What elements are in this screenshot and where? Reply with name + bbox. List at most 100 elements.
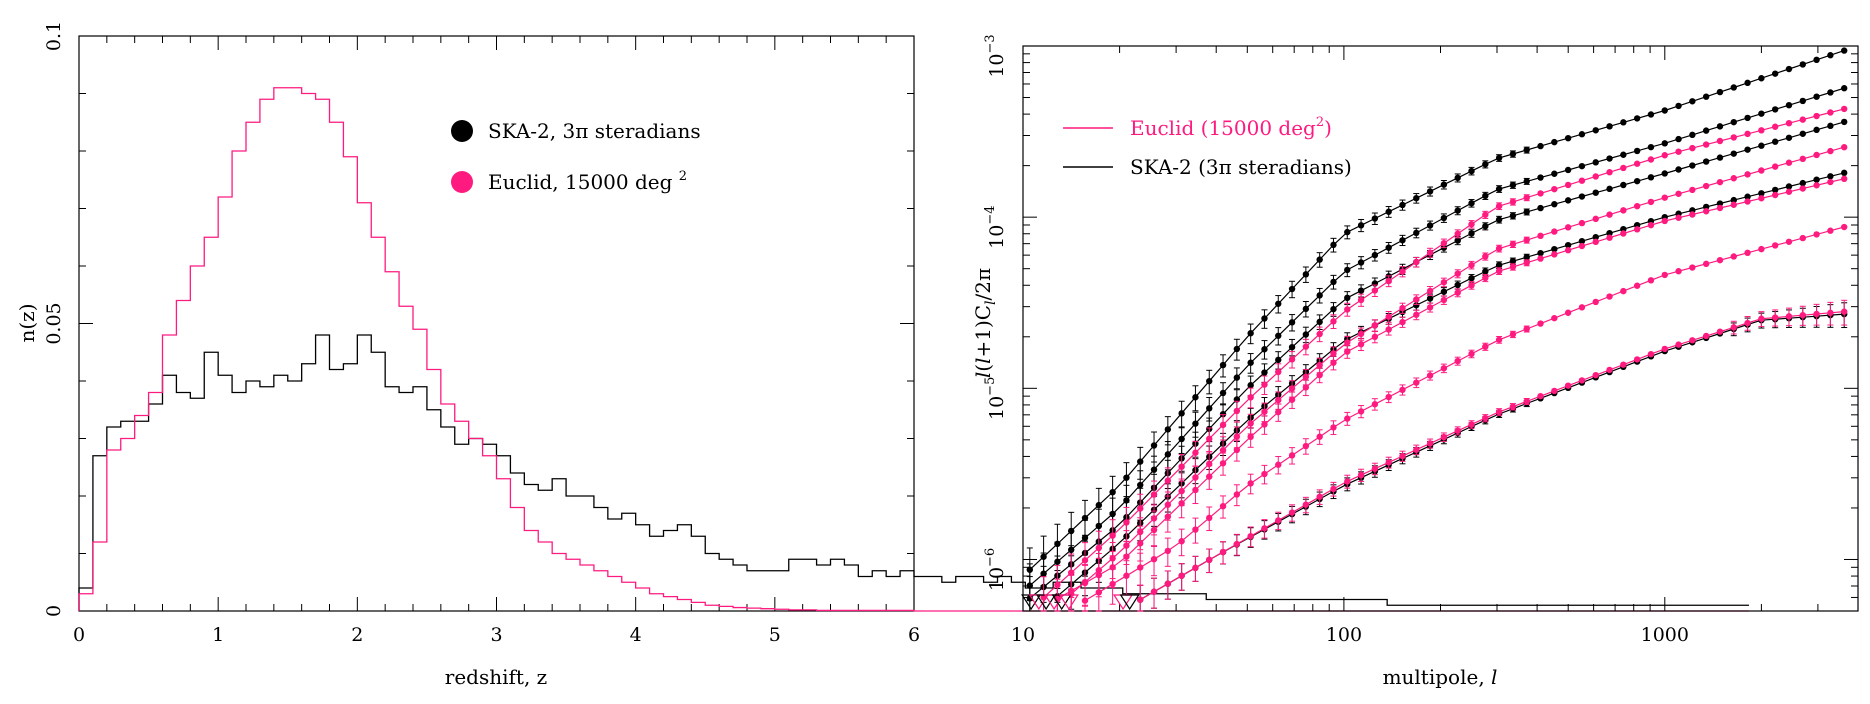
euclid-data-point [1620, 230, 1627, 237]
euclid-data-point [1192, 449, 1199, 456]
left-y-tick-label: 0 [43, 605, 65, 617]
euclid-data-point [1482, 274, 1489, 282]
ska-data-point [1730, 84, 1737, 91]
euclid-data-point [1730, 175, 1737, 182]
euclid-data-point [1357, 471, 1365, 479]
ska-data-point [1247, 382, 1254, 389]
euclid-data-point [1702, 332, 1710, 340]
euclid-data-point [1606, 169, 1613, 176]
euclid-data-point [1247, 394, 1254, 401]
euclid-data-point [1275, 368, 1282, 376]
ska-data-point [1758, 142, 1765, 149]
ska-data-point [1592, 233, 1599, 241]
euclid-data-point [1288, 356, 1296, 363]
right-y-tick-label: 10−3 [983, 34, 1008, 77]
euclid-data-point [1744, 171, 1751, 178]
euclid-data-point [1413, 446, 1420, 453]
euclid-data-point [1716, 137, 1724, 145]
euclid-data-point [1399, 452, 1406, 460]
euclid-data-point [1344, 478, 1351, 485]
right-x-tick-label: 1000 [1641, 624, 1689, 646]
euclid-data-point [1371, 287, 1379, 294]
euclid-data-point [1150, 491, 1158, 498]
euclid-data-point [1344, 306, 1351, 313]
ska-data-point [1371, 215, 1379, 222]
left-x-axis-label: redshift, z [445, 665, 547, 689]
right-y-tick-exp: −6 [983, 548, 998, 567]
euclid-data-point [1413, 296, 1420, 303]
euclid-data-point [1275, 517, 1282, 524]
right-y-tick-label: 10−4 [983, 205, 1008, 248]
upper-limit-triangle [1112, 594, 1134, 611]
ska-data-point [1551, 201, 1558, 208]
legend-euclid-sup: 2 [679, 169, 687, 184]
euclid-data-point [1758, 167, 1765, 174]
ska-data-point [1840, 85, 1848, 92]
right-y-tick-base: 10 [986, 567, 1008, 591]
euclid-data-point [1578, 377, 1586, 384]
ylabel-ell-2: l [971, 358, 995, 364]
euclid-data-point [1578, 304, 1586, 311]
euclid-data-point [1744, 198, 1751, 205]
ska-data-point [1399, 201, 1406, 209]
ska-data-point [1454, 174, 1461, 182]
ska-data-point [1344, 228, 1351, 236]
ska-data-point [1758, 190, 1765, 197]
ska-data-point [1620, 119, 1627, 126]
ska-data-point [1385, 244, 1392, 251]
euclid-data-point [1785, 313, 1793, 320]
euclid-data-point [1730, 134, 1737, 141]
euclid-data-point [1192, 564, 1199, 572]
euclid-data-point [1206, 514, 1213, 522]
ska-data-point [1440, 214, 1448, 222]
euclid-data-point [1827, 178, 1834, 186]
euclid-data-point [1137, 564, 1144, 571]
right-y-tick-labels: 10−610−510−410−3 [983, 34, 1008, 591]
euclid-data-point [1399, 386, 1406, 394]
euclid-data-point [1137, 540, 1144, 547]
ska-data-point [1150, 442, 1158, 449]
ska-data-point [1137, 458, 1144, 465]
ska-data-point [1744, 114, 1751, 122]
euclid-data-point [1551, 314, 1558, 322]
ska-data-point [1702, 158, 1710, 165]
euclid-data-point [1537, 232, 1544, 240]
euclid-data-point [1799, 185, 1806, 192]
euclid-data-point [1523, 236, 1530, 244]
ska-data-point [1551, 170, 1558, 177]
euclid-data-point [1302, 384, 1310, 391]
ska-data-point [1316, 256, 1323, 263]
ska-data-point [1537, 249, 1544, 257]
ska-data-point [1509, 150, 1517, 158]
euclid-data-point [1495, 245, 1503, 252]
euclid-data-point [1288, 396, 1296, 403]
ska-data-point [1716, 88, 1724, 96]
euclid-data-point [1744, 249, 1751, 257]
euclid-data-point [1440, 239, 1448, 247]
left-x-tick-labels: 0 1 2 3 4 5 6 [73, 624, 920, 646]
euclid-data-point [1620, 207, 1627, 214]
euclid-data-point [1454, 357, 1461, 365]
ska-data-point [1647, 143, 1655, 151]
right-y-tick-label: 10−6 [983, 548, 1008, 591]
euclid-data-point [1564, 224, 1572, 231]
ska-data-point [1413, 229, 1420, 237]
euclid-data-point [1123, 519, 1130, 526]
ska-data-point [1261, 369, 1268, 376]
euclid-data-point [1150, 588, 1158, 595]
right-x-axis-label-text: multipole, [1383, 665, 1491, 689]
ska-data-point [1440, 181, 1448, 188]
euclid-data-point [1468, 282, 1475, 289]
ska-data-point [1537, 174, 1544, 181]
euclid-data-point [1702, 182, 1710, 190]
euclid-data-point [1592, 173, 1599, 180]
euclid-data-point [1537, 320, 1544, 327]
euclid-data-point [1109, 532, 1116, 539]
euclid-data-point [1468, 350, 1475, 358]
ska-data-point [1164, 451, 1172, 458]
ska-data-point [1564, 166, 1572, 174]
euclid-data-point [1468, 261, 1475, 269]
euclid-data-point [1551, 185, 1558, 193]
euclid-data-point [1758, 127, 1765, 134]
euclid-data-point [1840, 144, 1848, 151]
